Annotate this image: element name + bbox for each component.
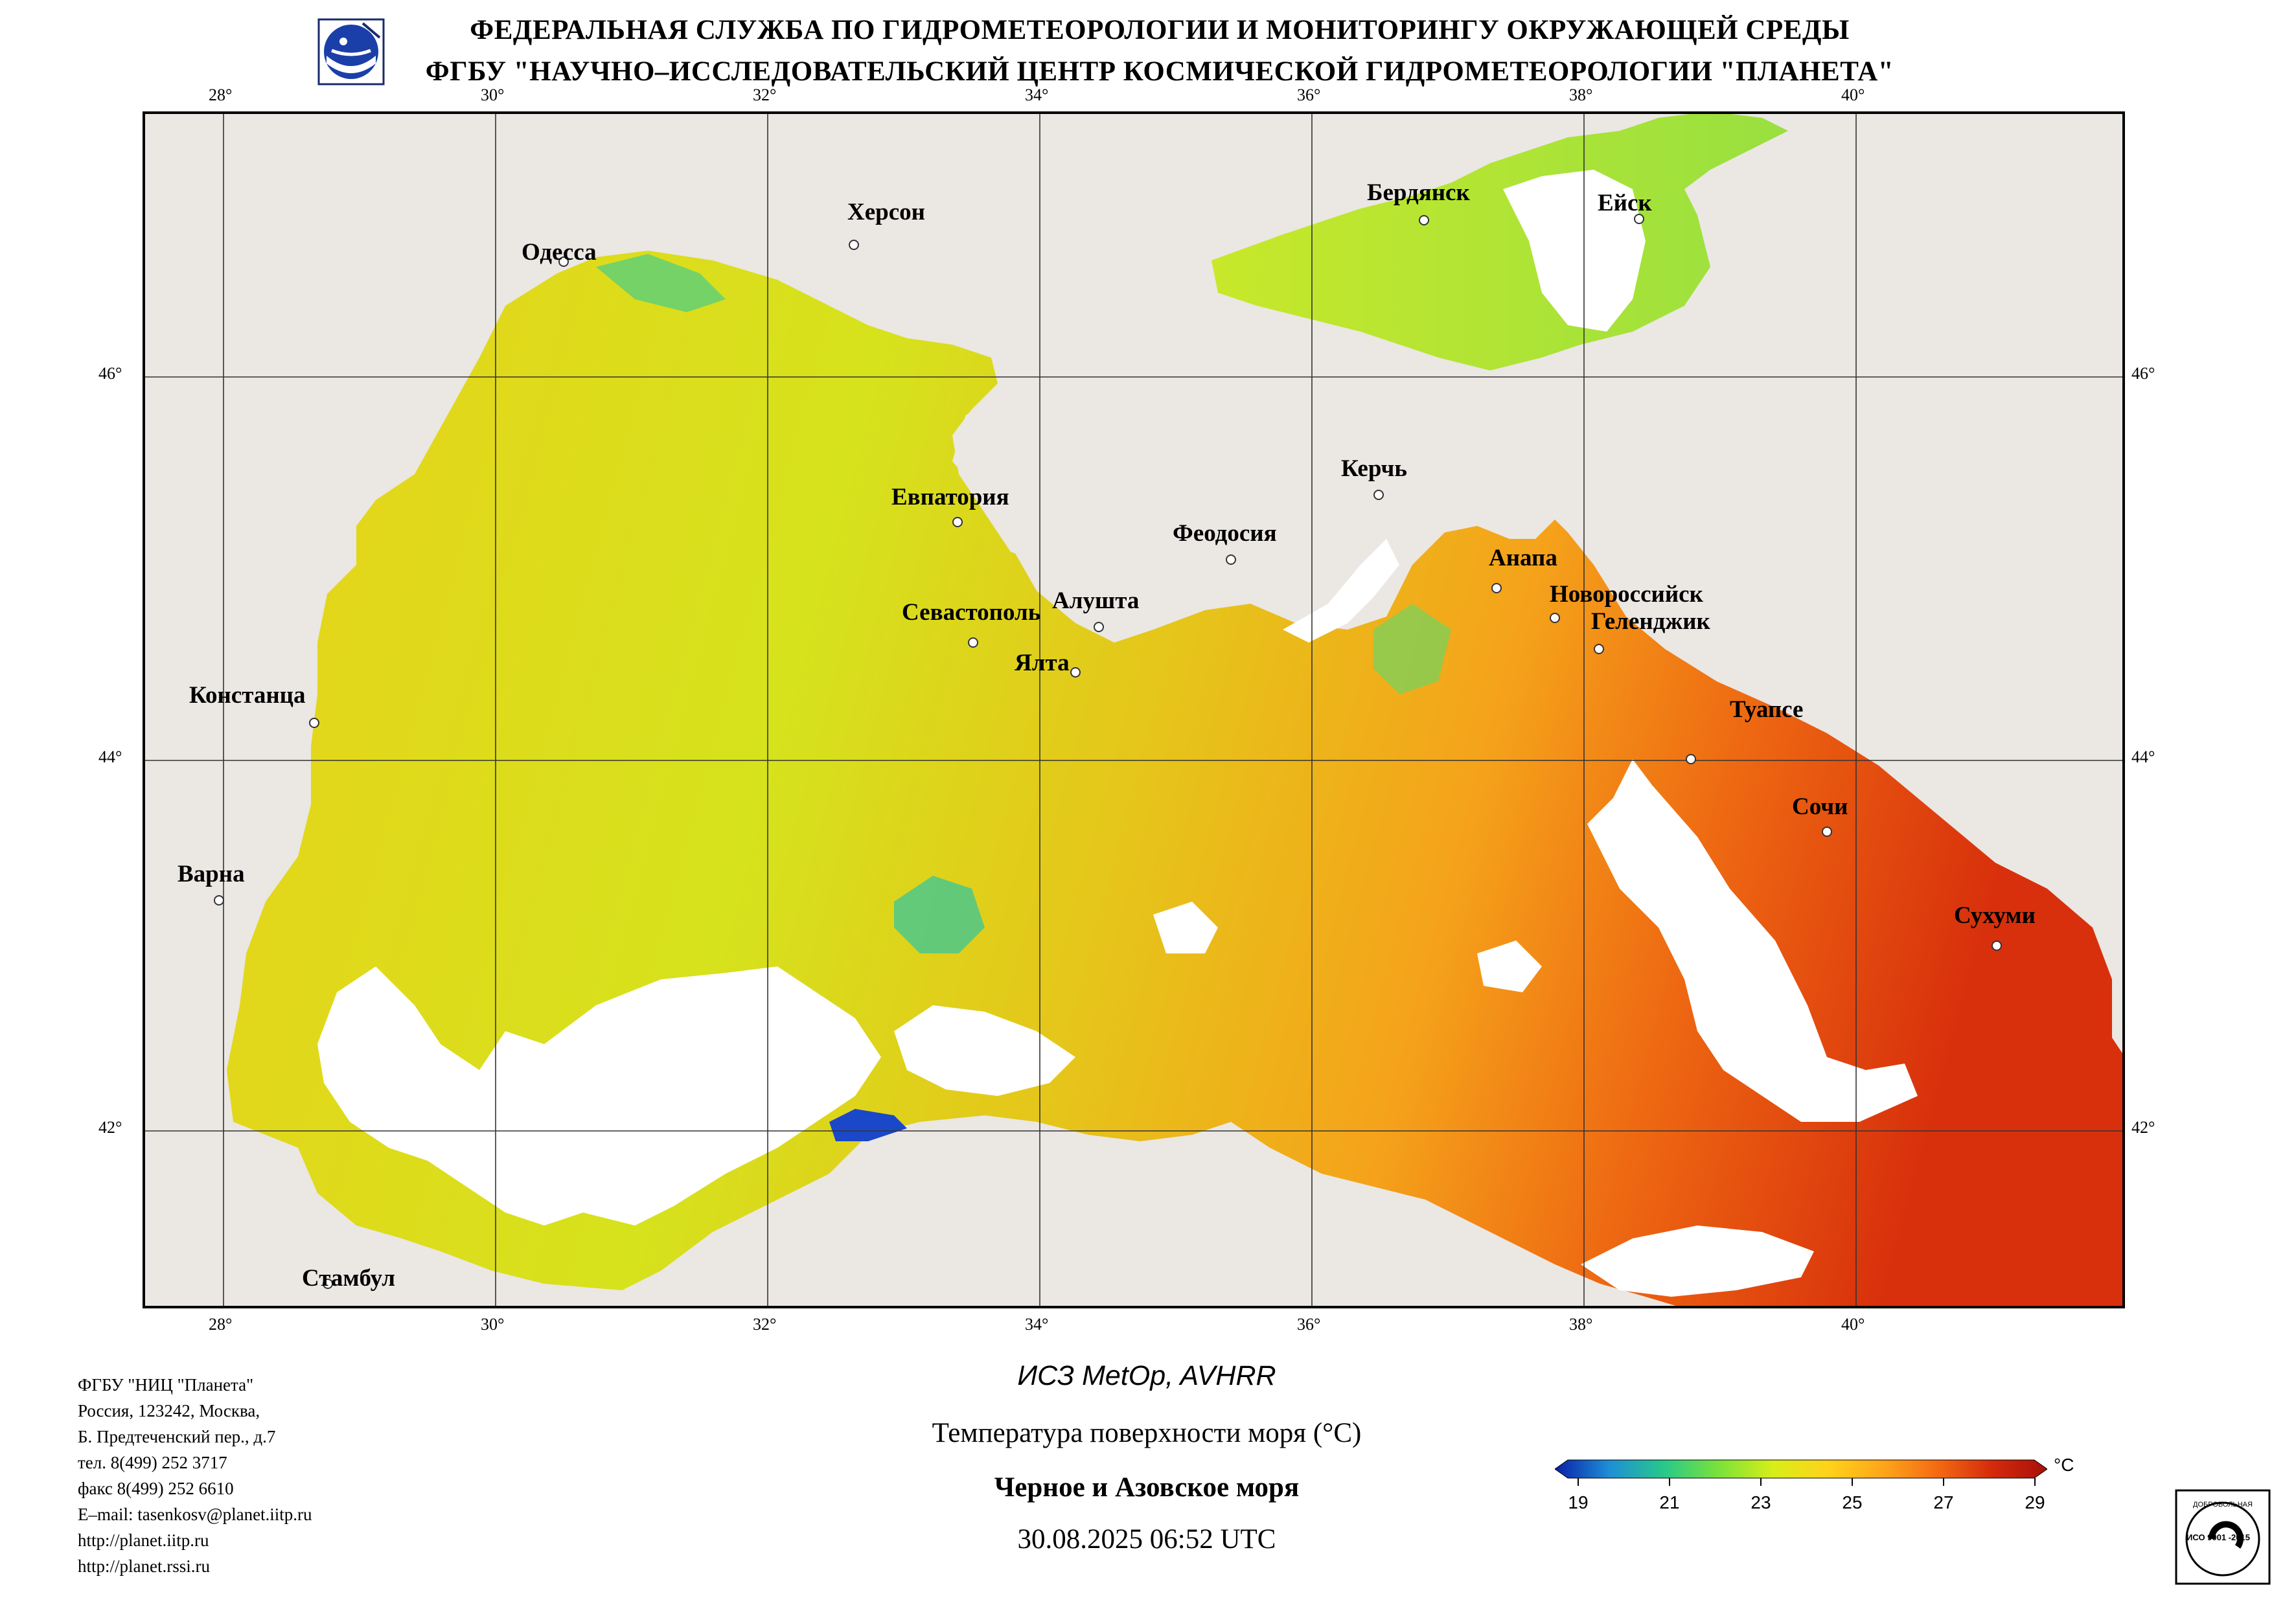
city-marker-15 — [1822, 826, 1832, 837]
colorbar-tick-21: 21 — [1659, 1492, 1680, 1512]
cert-top-text: ДОБРОВОЛЬНАЯ — [2193, 1501, 2253, 1509]
colorbar-tick-19: 19 — [1568, 1492, 1589, 1512]
city-markers — [214, 214, 2002, 1289]
city-label-kherson: Херсон — [847, 199, 925, 225]
city-label-yevpatoria: Евпатория — [891, 484, 1009, 510]
colorbar-ticks — [1578, 1478, 2036, 1486]
info-line-url2[interactable]: http://planet.rssi.ru — [78, 1556, 210, 1576]
city-label-odessa: Одесса — [522, 239, 597, 266]
city-label-istanbul: Стамбул — [302, 1265, 395, 1292]
city-label-sukhumi: Сухуми — [1954, 902, 2036, 929]
city-label-gelendzhik: Геленджик — [1591, 608, 1710, 635]
city-marker-0 — [558, 256, 569, 267]
city-marker-4 — [952, 517, 963, 527]
info-line-org: ФГБУ "НИЦ "Планета" — [78, 1375, 254, 1395]
lon-tick-top-5: 38° — [1569, 85, 1593, 104]
city-marker-7 — [1491, 583, 1502, 593]
city-label-tuapse: Туапсе — [1730, 696, 1804, 723]
sst-map: 28° 30° 32° 34° 36° 38° 40° 28° 30° 32° … — [98, 85, 2155, 1334]
info-line-email[interactable]: E–mail: tasenkosv@planet.iitp.ru — [78, 1505, 312, 1524]
info-line-phone: тел. 8(499) 252 3717 — [78, 1453, 227, 1472]
lat-tick-right-2: 42° — [2131, 1118, 2155, 1137]
city-marker-5 — [1373, 490, 1384, 500]
cloud-mask — [317, 170, 1918, 1297]
caption-satellite: ИСЗ MetOp, AVHRR — [1017, 1360, 1276, 1391]
city-marker-14 — [1686, 754, 1696, 764]
map-canvas — [143, 111, 2125, 1308]
city-label-sochi: Сочи — [1792, 793, 1848, 820]
lon-tick-bottom-1: 30° — [481, 1315, 505, 1334]
city-marker-13 — [309, 718, 319, 728]
lon-tick-top-2: 32° — [753, 85, 777, 104]
city-label-novorossiysk: Новороссийск — [1550, 581, 1703, 608]
city-marker-8 — [1550, 613, 1560, 623]
city-marker-2 — [1419, 215, 1429, 225]
city-marker-6 — [1226, 554, 1236, 565]
caption-region: Черное и Азовское моря — [994, 1472, 1300, 1503]
colorbar-unit: °C — [2054, 1455, 2074, 1475]
colorbar-bar — [1554, 1459, 2048, 1479]
iso-certificate-icon: ДОБРОВОЛЬНАЯ ИСО 9001 -2015 — [2175, 1489, 2271, 1585]
lon-tick-bottom-0: 28° — [209, 1315, 233, 1334]
cert-mid-text: ИСО 9001 -2015 — [2187, 1533, 2250, 1542]
lon-tick-bottom-2: 32° — [753, 1315, 777, 1334]
city-label-anapa: Анапа — [1489, 545, 1557, 571]
info-line-street: Б. Предтеченский пер., д.7 — [78, 1427, 276, 1446]
city-marker-16 — [214, 895, 224, 906]
crimea-peninsula — [829, 302, 1438, 565]
header-title-line2: ФГБУ "НАУЧНО–ИССЛЕДОВАТЕЛЬСКИЙ ЦЕНТР КОС… — [425, 56, 1894, 87]
city-marker-11 — [1094, 622, 1104, 632]
lon-tick-top-1: 30° — [481, 85, 505, 104]
city-marker-17 — [1992, 940, 2002, 951]
graticule-lines — [143, 111, 2125, 1308]
page-header: ФЕДЕРАЛЬНАЯ СЛУЖБА ПО ГИДРОМЕТЕОРОЛОГИИ … — [0, 0, 2296, 104]
lon-tick-bottom-5: 38° — [1569, 1315, 1593, 1334]
lat-tick-left-1: 44° — [98, 747, 122, 766]
lat-tick-right-0: 46° — [2131, 364, 2155, 383]
lon-tick-bottom-3: 34° — [1025, 1315, 1049, 1334]
city-marker-1 — [849, 240, 859, 250]
caption-parameter: Температура поверхности моря (°C) — [932, 1418, 1362, 1448]
header-title-line1: ФЕДЕРАЛЬНАЯ СЛУЖБА ПО ГИДРОМЕТЕОРОЛОГИИ … — [470, 15, 1850, 45]
city-marker-12 — [1070, 667, 1081, 678]
lon-tick-bottom-6: 40° — [1841, 1315, 1865, 1334]
city-label-berdyansk: Бердянск — [1367, 179, 1470, 206]
city-label-yeysk: Ейск — [1598, 190, 1652, 216]
city-label-yalta: Ялта — [1015, 650, 1070, 676]
lon-tick-top-3: 34° — [1025, 85, 1049, 104]
colorbar-ramp — [1554, 1459, 2048, 1486]
lat-tick-right-1: 44° — [2131, 747, 2155, 766]
lat-tick-left-0: 46° — [98, 364, 122, 383]
city-label-sevastopol: Севастополь — [902, 599, 1041, 626]
caption-datetime: 30.08.2025 06:52 UTC — [1017, 1524, 1276, 1555]
city-marker-10 — [968, 637, 978, 648]
colorbar-tick-27: 27 — [1933, 1492, 1954, 1512]
city-marker-18 — [323, 1279, 333, 1289]
city-label-kerch: Керчь — [1341, 455, 1407, 482]
sst-colorbar: °C 19 21 23 25 27 29 — [1554, 1455, 2074, 1529]
city-label-varna: Варна — [178, 861, 245, 887]
info-line-fax: факс 8(499) 252 6610 — [78, 1479, 234, 1498]
info-line-country: Россия, 123242, Москва, — [78, 1401, 260, 1420]
lat-tick-left-2: 42° — [98, 1118, 122, 1137]
city-marker-3 — [1634, 214, 1644, 224]
city-label-constanta: Констанца — [189, 682, 306, 709]
sea-of-azov — [1211, 111, 1788, 370]
lon-tick-top-4: 36° — [1297, 85, 1321, 104]
lon-tick-top-6: 40° — [1841, 85, 1865, 104]
info-line-url1[interactable]: http://planet.iitp.ru — [78, 1531, 209, 1550]
planeta-logo-icon — [317, 18, 385, 85]
city-label-feodosia: Феодосия — [1173, 520, 1277, 547]
city-marker-9 — [1594, 644, 1604, 654]
lon-tick-top-0: 28° — [209, 85, 233, 104]
colorbar-tick-23: 23 — [1751, 1492, 1771, 1512]
lon-tick-bottom-4: 36° — [1297, 1315, 1321, 1334]
organization-info: ФГБУ "НИЦ "Планета" Россия, 123242, Моск… — [78, 1372, 312, 1579]
colorbar-tick-29: 29 — [2025, 1492, 2045, 1512]
colorbar-tick-25: 25 — [1842, 1492, 1863, 1512]
cool-water-patches — [596, 254, 1451, 1141]
city-label-alushta: Алушта — [1052, 587, 1140, 614]
